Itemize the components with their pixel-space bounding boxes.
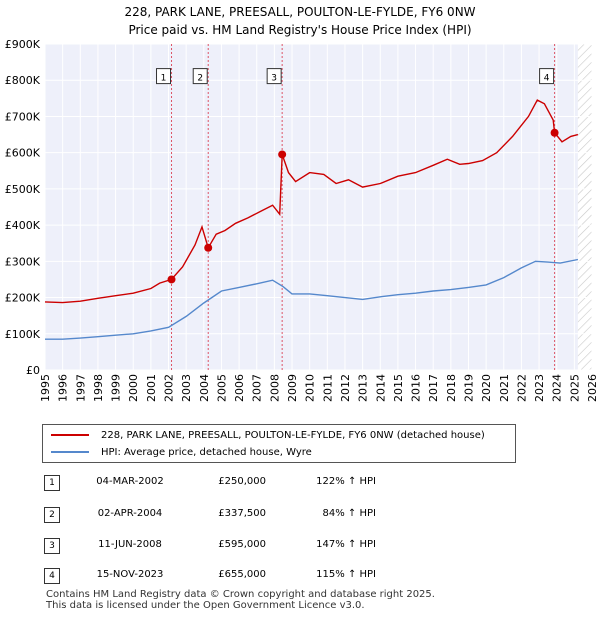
legend-swatch-property bbox=[51, 434, 89, 436]
sale-number-badge: 3 bbox=[44, 538, 60, 554]
x-tick-label: 2025 bbox=[568, 374, 581, 402]
price-chart: 1995 1996 1997 1998 1999 2000 2001 2002 2003 2004… bbox=[5, 38, 599, 402]
projection-hatch bbox=[577, 44, 592, 370]
sale-price: £595,000 bbox=[218, 539, 266, 550]
x-tick-label: 2026 bbox=[586, 374, 599, 402]
sale-number-box bbox=[156, 68, 172, 85]
legend-label-hpi: HPI: Average price, detached house, Wyre bbox=[101, 446, 312, 458]
x-tick-label: 2023 bbox=[533, 374, 546, 402]
y-tick-label: £600K bbox=[5, 147, 41, 160]
sale-price: £337,500 bbox=[218, 508, 266, 519]
y-tick-label: £100K bbox=[5, 328, 41, 341]
sale-number-badge: 4 bbox=[44, 568, 60, 584]
legend-item-property: 228, PARK LANE, PREESALL, POULTON-LE-FYL… bbox=[51, 427, 485, 443]
sale-row: 4 15-NOV-2023 £655,000 115% ↑ HPI bbox=[40, 567, 600, 587]
sale-date: 02-APR-2004 bbox=[97, 508, 163, 519]
y-tick-label: £200K bbox=[5, 292, 41, 305]
sale-row: 2 02-APR-2004 £337,500 84% ↑ HPI bbox=[40, 506, 600, 526]
y-tick-label: £400K bbox=[5, 219, 41, 232]
sale-number-label: 2 bbox=[197, 74, 203, 84]
y-tick-label: £300K bbox=[5, 255, 41, 268]
x-tick-label: 2011 bbox=[321, 374, 334, 402]
y-tick-label: £900K bbox=[5, 38, 41, 51]
legend-swatch-hpi bbox=[51, 451, 89, 453]
x-tick-label: 2022 bbox=[515, 374, 528, 402]
hpi-line bbox=[45, 258, 579, 340]
sale-hpi-change: 122% ↑ HPI bbox=[316, 476, 376, 487]
x-tick-label: 2017 bbox=[427, 374, 440, 402]
sale-number-label: 4 bbox=[544, 74, 550, 84]
x-tick-label: 2006 bbox=[233, 374, 246, 402]
x-tick-label: 2019 bbox=[462, 374, 475, 402]
chart-title-block: 228, PARK LANE, PREESALL, POULTON-LE-FYL… bbox=[0, 3, 600, 39]
sale-number-label: 3 bbox=[271, 74, 277, 84]
sale-number-box bbox=[266, 68, 282, 85]
sale-hpi-change: 84% ↑ HPI bbox=[322, 508, 376, 519]
sale-date: 11-JUN-2008 bbox=[98, 539, 162, 550]
sale-point bbox=[167, 275, 176, 284]
x-tick-label: 2009 bbox=[286, 374, 299, 402]
sale-row: 1 04-MAR-2002 £250,000 122% ↑ HPI bbox=[40, 474, 600, 494]
sale-price: £655,000 bbox=[218, 569, 266, 580]
property-price-line bbox=[44, 99, 579, 304]
x-tick-label: 2003 bbox=[180, 374, 193, 402]
footer-copyright: Contains HM Land Registry data © Crown c… bbox=[46, 589, 435, 600]
sale-number-box bbox=[192, 68, 208, 85]
x-tick-label: 2024 bbox=[551, 374, 564, 402]
footer-licence: This data is licensed under the Open Gov… bbox=[46, 600, 365, 611]
x-tick-label: 2010 bbox=[304, 374, 317, 402]
sale-point bbox=[550, 128, 559, 137]
sale-number-label: 1 bbox=[161, 74, 167, 84]
x-tick-label: 2018 bbox=[445, 374, 458, 402]
sale-number-box bbox=[539, 68, 555, 85]
x-tick-label: 1999 bbox=[110, 374, 123, 402]
x-tick-label: 2020 bbox=[480, 374, 493, 402]
sale-number-badge: 2 bbox=[44, 507, 60, 523]
x-tick-label: 2013 bbox=[357, 374, 370, 402]
x-tick-label: 2002 bbox=[163, 374, 176, 402]
legend-label-property: 228, PARK LANE, PREESALL, POULTON-LE-FYL… bbox=[101, 429, 485, 441]
x-tick-label: 2005 bbox=[215, 374, 228, 402]
sale-hpi-change: 147% ↑ HPI bbox=[316, 539, 376, 550]
sale-row: 3 11-JUN-2008 £595,000 147% ↑ HPI bbox=[40, 537, 600, 557]
y-tick-label: £500K bbox=[5, 183, 41, 196]
x-tick-label: 2004 bbox=[198, 374, 211, 402]
legend-item-hpi: HPI: Average price, detached house, Wyre bbox=[51, 444, 312, 460]
y-tick-label: £0 bbox=[26, 364, 40, 377]
x-tick-label: 2008 bbox=[268, 374, 281, 402]
sale-point bbox=[204, 243, 213, 252]
sale-date: 04-MAR-2002 bbox=[96, 476, 164, 487]
sale-hpi-change: 115% ↑ HPI bbox=[316, 569, 376, 580]
x-tick-label: 1997 bbox=[74, 374, 87, 402]
x-tick-label: 2000 bbox=[127, 374, 140, 402]
x-tick-label: 2014 bbox=[374, 374, 387, 402]
legend: 228, PARK LANE, PREESALL, POULTON-LE-FYL… bbox=[42, 424, 516, 463]
y-tick-label: £700K bbox=[5, 110, 41, 123]
chart-title: 228, PARK LANE, PREESALL, POULTON-LE-FYL… bbox=[124, 5, 476, 19]
x-tick-label: 2007 bbox=[251, 374, 264, 402]
x-tick-label: 2012 bbox=[339, 374, 352, 402]
chart-subtitle: Price paid vs. HM Land Registry's House … bbox=[128, 23, 472, 37]
footer: Contains HM Land Registry data © Crown c… bbox=[46, 589, 435, 611]
x-tick-label: 2001 bbox=[145, 374, 158, 402]
sale-date: 15-NOV-2023 bbox=[96, 569, 164, 580]
sale-point bbox=[278, 150, 287, 159]
x-tick-label: 1995 bbox=[39, 374, 52, 402]
x-tick-label: 2021 bbox=[498, 374, 511, 402]
sale-price: £250,000 bbox=[218, 476, 266, 487]
x-tick-label: 1998 bbox=[92, 374, 105, 402]
x-tick-label: 2016 bbox=[410, 374, 423, 402]
plot-background bbox=[45, 44, 592, 370]
x-tick-label: 2015 bbox=[392, 374, 405, 402]
y-tick-label: £800K bbox=[5, 74, 41, 87]
sale-number-badge: 1 bbox=[44, 475, 60, 491]
x-tick-label: 1996 bbox=[57, 374, 70, 402]
